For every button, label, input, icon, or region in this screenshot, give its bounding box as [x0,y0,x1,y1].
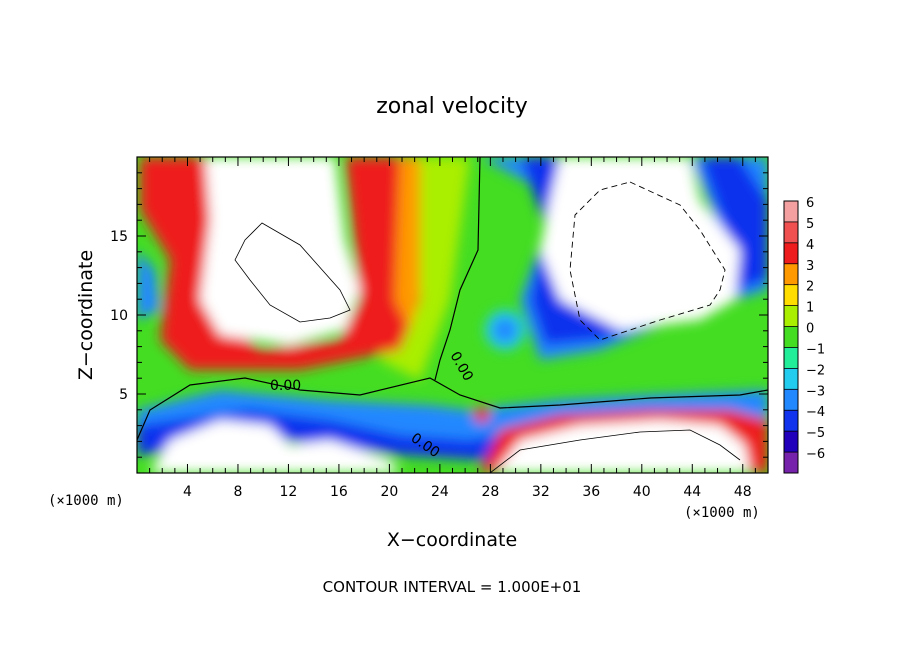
x-tick-label: 32 [532,484,550,500]
contour-left-loop [234,222,351,323]
small-red-eddy [474,407,490,423]
colorbar-label: −4 [806,405,825,420]
colorbar-label: 3 [806,259,814,274]
colorbar-swatch [784,242,798,264]
colorbar-label: −1 [806,342,825,357]
colorbar-swatch [784,305,798,327]
x-tick-label: 12 [280,484,298,500]
colorbar-label: 5 [806,217,814,232]
x-tick-label: 48 [734,484,752,500]
x-axis-label: X−coordinate [387,529,517,551]
colorbar-swatch [784,452,798,473]
colorbar-frame [783,200,799,474]
contour-lines [137,157,768,473]
eddy-blue [493,318,517,342]
x-unit-left: (×1000 m) [48,493,124,509]
y-axis-ticks: 5 10 15 [110,172,768,458]
colorbar-label: −3 [806,384,825,399]
contour-dashed-loop [569,181,726,341]
colorbar-label: 1 [806,301,814,316]
colorbar-swatch [784,221,798,243]
x-tick-label: 16 [330,484,348,500]
y-tick-label: 15 [110,229,128,245]
x-unit-right: (×1000 m) [684,505,760,521]
chart-title: zonal velocity [376,94,528,119]
x-tick-label: 40 [633,484,651,500]
colorbar-label: 4 [806,238,814,253]
x-tick-label: 28 [481,484,499,500]
x-tick-label: 24 [431,484,449,500]
upper-left-blue [137,250,160,320]
contour-zero-main [137,377,768,441]
colorbar-swatch [784,410,798,432]
x-tick-label: 44 [683,484,701,500]
colorbar-swatch [784,389,798,411]
x-tick-label: 20 [380,484,398,500]
colorbar-swatch [784,201,798,222]
colorbar-label: 6 [806,196,814,211]
x-tick-label: 4 [183,484,192,500]
colorbar-label: 0 [806,322,814,337]
colorbar-label: 2 [806,280,814,295]
colorbar-swatch [784,431,798,453]
x-tick-label: 8 [233,484,242,500]
plume-left-white [200,157,360,345]
lower-right-white [495,420,750,473]
lower-left-white [150,420,400,473]
colorbar-swatch [784,347,798,369]
x-axis-ticks: 4 8 12 16 20 24 28 32 36 40 44 48 [149,157,756,500]
y-tick-label: 10 [110,308,128,324]
y-tick-label: 5 [119,387,128,403]
plume-right-navy [520,157,768,345]
heatmap-field: 0.00 0.00 0.00 [137,157,768,473]
contour-label-1: 0.00 [270,378,301,394]
contour-interval-note: CONTOUR INTERVAL = 1.000E+01 [323,578,582,596]
plume-left-orange [395,157,420,330]
x-tick-label: 36 [582,484,600,500]
contour-lower-right [489,429,741,473]
colorbar: 6 5 4 3 2 1 0 −1 −2 −3 −4 −5 −6 [783,196,825,474]
colorbar-swatch [784,284,798,306]
colorbar-label: −2 [806,363,825,378]
colorbar-swatch [784,263,798,285]
colorbar-label: −5 [806,426,825,441]
colorbar-swatch [784,326,798,348]
contour-zero-upper [434,157,481,381]
colorbar-label: −6 [806,447,825,462]
colorbar-swatch [784,368,798,390]
y-axis-label: Z−coordinate [75,250,97,380]
